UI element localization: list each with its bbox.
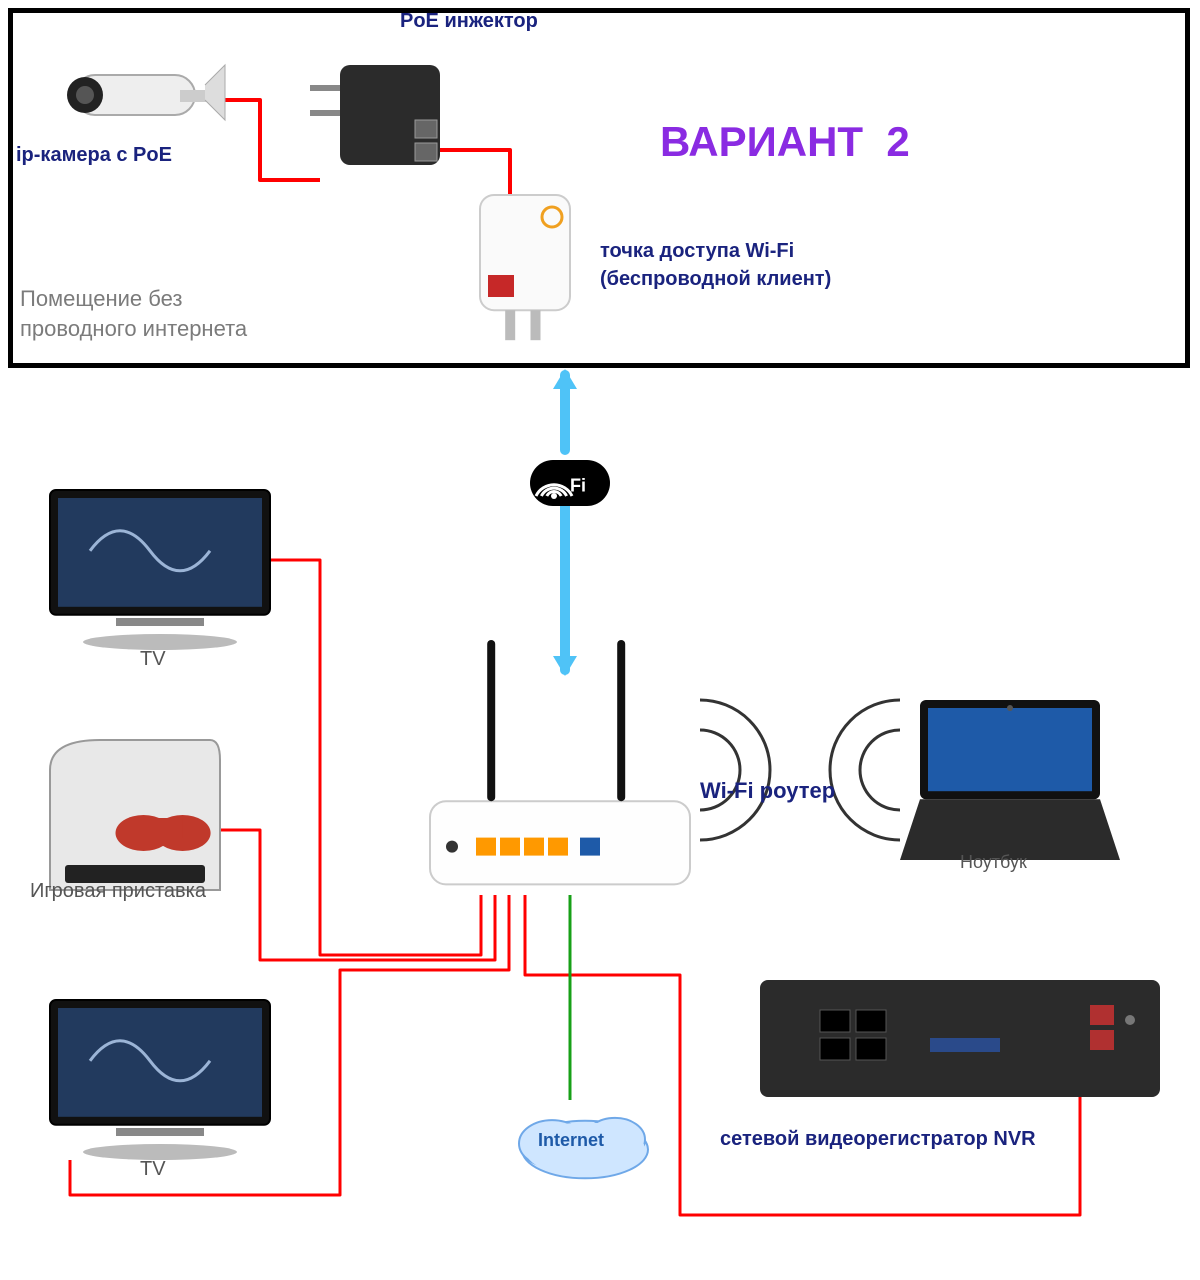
nvr-icon [760,980,1160,1097]
room-note-line-2: проводного интернета [20,316,247,341]
nvr-label: сетевой видеорегистратор NVR [720,1128,1036,1151]
wifi-router-label: Wi-Fi роутер [700,778,835,803]
svg-text:Fi: Fi [570,475,586,495]
tv-icon [50,1000,270,1160]
access-point-label-1: точка доступа Wi-Fi [600,240,794,263]
access-point-label-2: (беспроводной клиент) [600,268,831,291]
tv-2-label: TV [140,1158,166,1181]
wifi-badge-icon: Fi [530,460,610,506]
diagram-stage: Fi ВАРИАНТ 2 ip-камера с PoE PoE инжекто… [0,0,1200,1280]
access-point-icon [480,195,570,340]
wifi-router-icon [430,640,690,884]
laptop-label: Ноутбук [960,852,1027,873]
tv-icon [50,490,270,650]
ip-camera-label: ip-камера с PoE [16,144,172,167]
room-note-line-1: Помещение без [20,286,182,311]
poe-injector-label: PoE инжектор [400,10,538,33]
title-label: ВАРИАНТ 2 [660,118,910,166]
game-console-icon [50,740,220,890]
laptop-icon [900,700,1120,860]
game-console-label: Игровая приставка [30,880,206,903]
wiring-layer: Fi [0,0,1200,1280]
tv-1-label: TV [140,648,166,671]
ip-camera-icon [67,65,225,120]
poe-injector-icon [310,65,440,165]
wire-tv1-to-router [265,560,481,955]
internet-label: Internet [538,1130,604,1151]
